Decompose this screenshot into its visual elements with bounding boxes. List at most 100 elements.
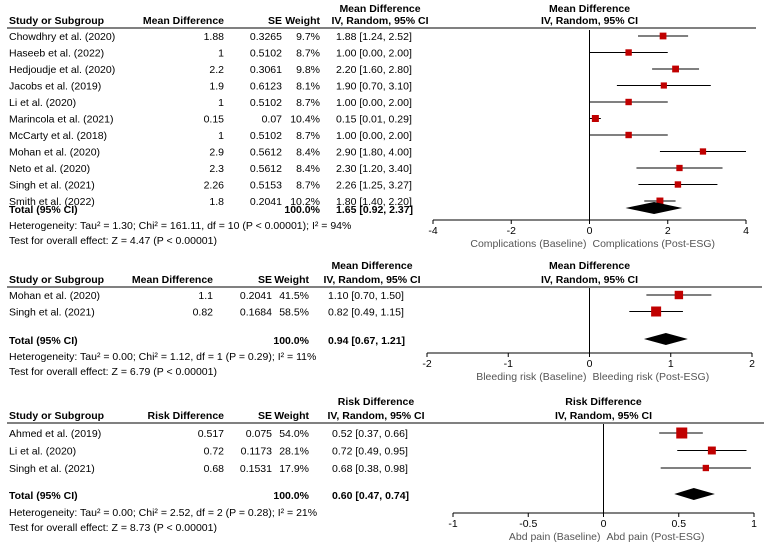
- x-tick-label: 1: [751, 518, 757, 530]
- plot-subtitle: IV, Random, 95% CI: [555, 410, 652, 422]
- ci-column-subtitle: IV, Random, 95% CI: [331, 15, 428, 27]
- study-estimate-marker: [707, 446, 716, 455]
- favours-right-label: Complications (Post-ESG): [593, 238, 716, 250]
- pooled-estimate-diamond: [625, 202, 683, 214]
- study-name: Smith et al. (2022): [9, 196, 95, 208]
- favours-right-label: Bleeding risk (Post-ESG): [593, 371, 710, 383]
- forest-panel-1: Mean Difference Mean Difference Study or S…: [7, 3, 756, 250]
- study-name: Ahmed et al. (2019): [9, 428, 101, 440]
- study-estimate-marker: [625, 131, 632, 139]
- ci-value: 1.80 [1.40, 2.20]: [336, 196, 412, 208]
- x-tick-label: -4: [428, 225, 437, 237]
- x-tick-label: 4: [743, 225, 749, 237]
- study-estimate-marker: [659, 32, 667, 40]
- overall-effect-text: Test for overall effect: Z = 4.47 (P < 0…: [9, 235, 217, 247]
- se-column-header: SE: [258, 274, 272, 286]
- study-name: Li et al. (2020): [9, 97, 76, 109]
- se-value: 0.1684: [240, 307, 272, 319]
- study-estimate-marker: [674, 181, 682, 188]
- study-estimate-marker: [656, 197, 664, 205]
- study-column-header: Study or Subgroup: [9, 15, 104, 27]
- ci-value: 0.52 [0.37, 0.66]: [332, 428, 408, 440]
- effect-column-header: Mean Difference: [132, 274, 213, 286]
- study-name: Neto et al. (2020): [9, 163, 90, 175]
- study-column-header: Study or Subgroup: [9, 410, 104, 422]
- ci-value: 2.90 [1.80, 4.00]: [336, 147, 412, 159]
- ci-column-subtitle: IV, Random, 95% CI: [327, 410, 424, 422]
- total-ci: 0.94 [0.67, 1.21]: [328, 335, 405, 347]
- study-name: Jacobs et al. (2019): [9, 81, 101, 93]
- weight-value: 8.1%: [296, 81, 320, 93]
- x-tick-label: 0: [601, 518, 607, 530]
- weight-value: 17.9%: [279, 463, 309, 475]
- study-name: Singh et al. (2021): [9, 307, 95, 319]
- ci-value: 1.00 [0.00, 2.00]: [336, 48, 412, 60]
- se-value: 0.5153: [250, 180, 282, 192]
- effect-value: 0.72: [204, 446, 225, 458]
- se-value: 0.5612: [250, 147, 282, 159]
- total-label: Total (95% CI): [9, 204, 78, 216]
- favours-left-label: Abd pain (Baseline): [509, 531, 601, 543]
- ci-value: 0.72 [0.49, 0.95]: [332, 446, 408, 458]
- weight-value: 8.7%: [296, 48, 320, 60]
- se-value: 0.3265: [250, 31, 282, 43]
- x-tick-label: -1: [504, 358, 513, 370]
- se-value: 0.5102: [250, 48, 282, 60]
- x-tick-label: 0.5: [671, 518, 686, 530]
- se-value: 0.6123: [250, 81, 282, 93]
- weight-value: 58.5%: [279, 307, 309, 319]
- ci-column-subtitle: IV, Random, 95% CI: [323, 274, 420, 286]
- study-name: Haseeb et al. (2022): [9, 48, 104, 60]
- study-estimate-marker: [676, 164, 683, 172]
- weight-value: 8.7%: [296, 130, 320, 142]
- study-name: Singh et al. (2021): [9, 180, 95, 192]
- plot-subtitle: IV, Random, 95% CI: [541, 15, 638, 27]
- effect-value: 0.517: [198, 428, 224, 440]
- study-name: Singh et al. (2021): [9, 463, 95, 475]
- ci-value: 0.82 [0.49, 1.15]: [328, 307, 404, 319]
- se-value: 0.5612: [250, 163, 282, 175]
- effect-value: 0.15: [204, 114, 225, 126]
- effect-value: 1.88: [204, 31, 225, 43]
- study-name: Chowdhry et al. (2020): [9, 31, 115, 43]
- weight-value: 8.4%: [296, 163, 320, 175]
- total-ci: 0.60 [0.47, 0.74]: [332, 490, 409, 502]
- total-weight: 100.0%: [273, 335, 309, 347]
- effect-value: 1: [218, 48, 224, 60]
- study-column-header: Study or Subgroup: [9, 274, 104, 286]
- ci-value: 0.15 [0.01, 0.29]: [336, 114, 412, 126]
- se-column-header: SE: [258, 410, 272, 422]
- study-estimate-marker: [625, 49, 632, 56]
- effect-column-header: Risk Difference: [148, 410, 225, 422]
- study-name: Li et al. (2020): [9, 446, 76, 458]
- forest-panel-3: Risk Difference Risk Difference Study or S…: [7, 396, 764, 543]
- study-name: Marincola et al. (2021): [9, 114, 113, 126]
- weight-value: 28.1%: [279, 446, 309, 458]
- se-value: 0.5102: [250, 130, 282, 142]
- weight-column-header: Weight: [274, 274, 309, 286]
- pooled-estimate-diamond: [674, 488, 715, 500]
- plot-subtitle: IV, Random, 95% CI: [541, 274, 638, 286]
- x-tick-label: -0.5: [519, 518, 537, 530]
- heterogeneity-text: Heterogeneity: Tau² = 1.30; Chi² = 161.1…: [9, 220, 351, 232]
- se-value: 0.2041: [240, 290, 272, 302]
- favours-left-label: Complications (Baseline): [470, 238, 586, 250]
- effect-value: 2.3: [209, 163, 224, 175]
- study-estimate-marker: [699, 148, 707, 155]
- heterogeneity-text: Heterogeneity: Tau² = 0.00; Chi² = 2.52,…: [9, 507, 317, 519]
- total-ci: 1.65 [0.92, 2.37]: [336, 204, 413, 216]
- effect-value: 2.2: [209, 64, 224, 76]
- x-tick-label: 2: [749, 358, 755, 370]
- weight-value: 10.2%: [290, 196, 320, 208]
- effect-value: 2.26: [204, 180, 225, 192]
- total-weight: 100.0%: [284, 204, 320, 216]
- study-estimate-marker: [591, 115, 599, 122]
- weight-value: 41.5%: [279, 290, 309, 302]
- se-value: 0.3061: [250, 64, 282, 76]
- ci-value: 1.88 [1.24, 2.52]: [336, 31, 412, 43]
- ci-value: 2.30 [1.20, 3.40]: [336, 163, 412, 175]
- study-estimate-marker: [674, 290, 684, 300]
- ci-column-title: Risk Difference: [338, 396, 415, 408]
- favours-left-label: Bleeding risk (Baseline): [476, 371, 586, 383]
- se-value: 0.1531: [240, 463, 272, 475]
